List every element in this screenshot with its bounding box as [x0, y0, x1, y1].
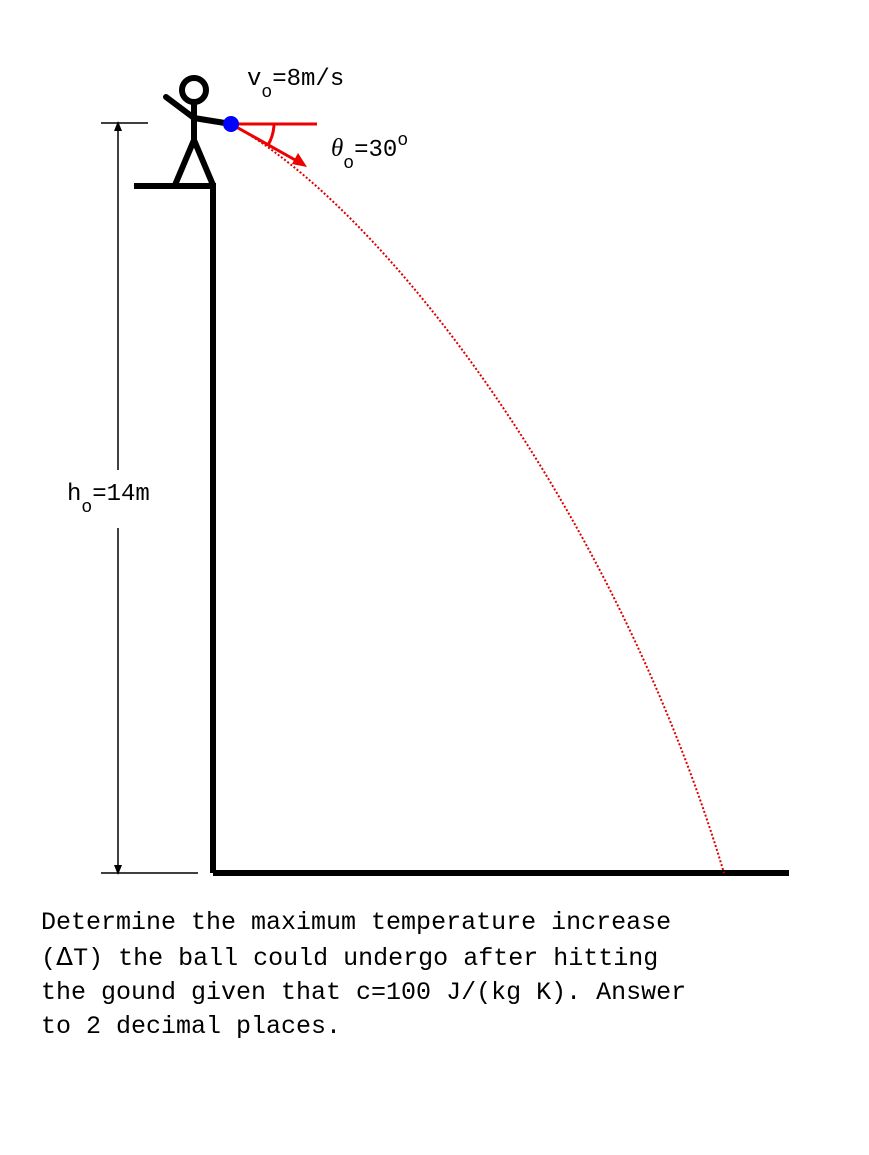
trajectory-curve	[230, 123, 725, 874]
stick-figure	[163, 75, 234, 188]
angle-arc	[266, 123, 276, 146]
velocity-vector	[230, 122, 307, 167]
problem-statement: Determine the maximum temperature increa…	[41, 906, 841, 1044]
figure-head	[179, 75, 209, 105]
height-subscript: o	[81, 498, 92, 518]
height-label: ho=14m	[67, 481, 150, 518]
angle-degree-unit: o	[397, 131, 408, 151]
problem-line-3: the gound given that c=100 J/(kg K). Ans…	[41, 978, 687, 1007]
velocity-arrow-head	[292, 153, 307, 167]
figure-left-leg	[172, 137, 197, 188]
angle-label: θo=30o	[331, 131, 408, 174]
velocity-label: vo=8m/s	[247, 66, 344, 103]
velocity-symbol: v	[247, 66, 261, 93]
figure-raised-arm	[163, 94, 197, 121]
height-symbol: h	[67, 481, 81, 508]
problem-line-4: to 2 decimal places.	[41, 1012, 342, 1041]
velocity-arrow-shaft	[230, 122, 298, 163]
angle-subscript: o	[343, 154, 354, 174]
problem-line-2-rest: T) the ball could undergo after hitting	[73, 944, 659, 973]
delta-symbol: Δ	[56, 942, 74, 971]
problem-line-1: Determine the maximum temperature increa…	[41, 908, 672, 937]
problem-line-2-open: (	[41, 944, 57, 973]
velocity-value: =8m/s	[272, 66, 344, 93]
velocity-subscript: o	[261, 83, 272, 103]
height-value: =14m	[92, 481, 150, 508]
height-dimension	[101, 121, 198, 875]
ball	[223, 116, 239, 132]
angle-value: =30	[354, 137, 397, 164]
figure-right-leg	[191, 137, 216, 188]
angle-symbol: θ	[331, 135, 343, 162]
